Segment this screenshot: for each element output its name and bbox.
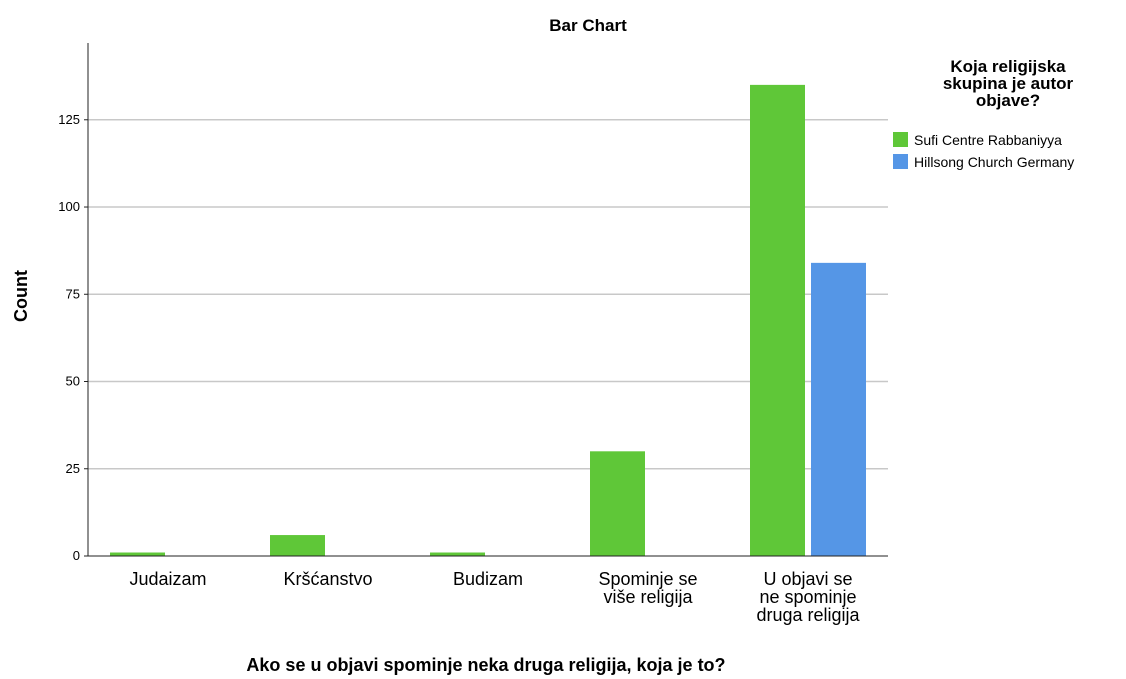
bar-sufi — [270, 535, 325, 556]
x-axis-label: Ako se u objavi spominje neka druga reli… — [246, 655, 725, 675]
y-tick-label: 0 — [73, 548, 80, 563]
legend-label: Sufi Centre Rabbaniyya — [914, 132, 1062, 148]
bar-sufi — [430, 552, 485, 556]
x-category-label: Judaizam — [129, 569, 206, 589]
bar-sufi — [590, 451, 645, 556]
bar-sufi — [750, 84, 805, 556]
legend: Koja religijska skupina je autor objave? Su… — [893, 57, 1074, 170]
x-category-label: Budizam — [453, 569, 523, 589]
bar-hillsong — [811, 262, 866, 556]
y-tick-labels: 0 25 50 75 100 125 — [58, 112, 88, 563]
x-category-labels: Judaizam Kršćanstvo Budizam Spominje se više… — [129, 569, 860, 625]
legend-swatch — [893, 132, 908, 147]
legend-title: Koja religijska skupina je autor objave? — [943, 57, 1074, 110]
axes — [87, 43, 888, 557]
y-tick-label: 50 — [66, 374, 80, 389]
y-tick-label: 100 — [58, 199, 80, 214]
x-category-label: U objavi se ne spominje druga religija — [756, 569, 860, 625]
legend-label: Hillsong Church Germany — [914, 154, 1074, 170]
legend-swatch — [893, 154, 908, 169]
bars — [110, 84, 866, 556]
chart-title: Bar Chart — [549, 16, 627, 35]
y-tick-label: 25 — [66, 461, 80, 476]
y-axis-label: Count — [11, 270, 31, 322]
x-category-label: Kršćanstvo — [283, 569, 372, 589]
y-tick-label: 75 — [66, 286, 80, 301]
y-tick-label: 125 — [58, 112, 80, 127]
bar-sufi — [110, 552, 165, 556]
x-category-label: Spominje se više religija — [598, 569, 697, 607]
